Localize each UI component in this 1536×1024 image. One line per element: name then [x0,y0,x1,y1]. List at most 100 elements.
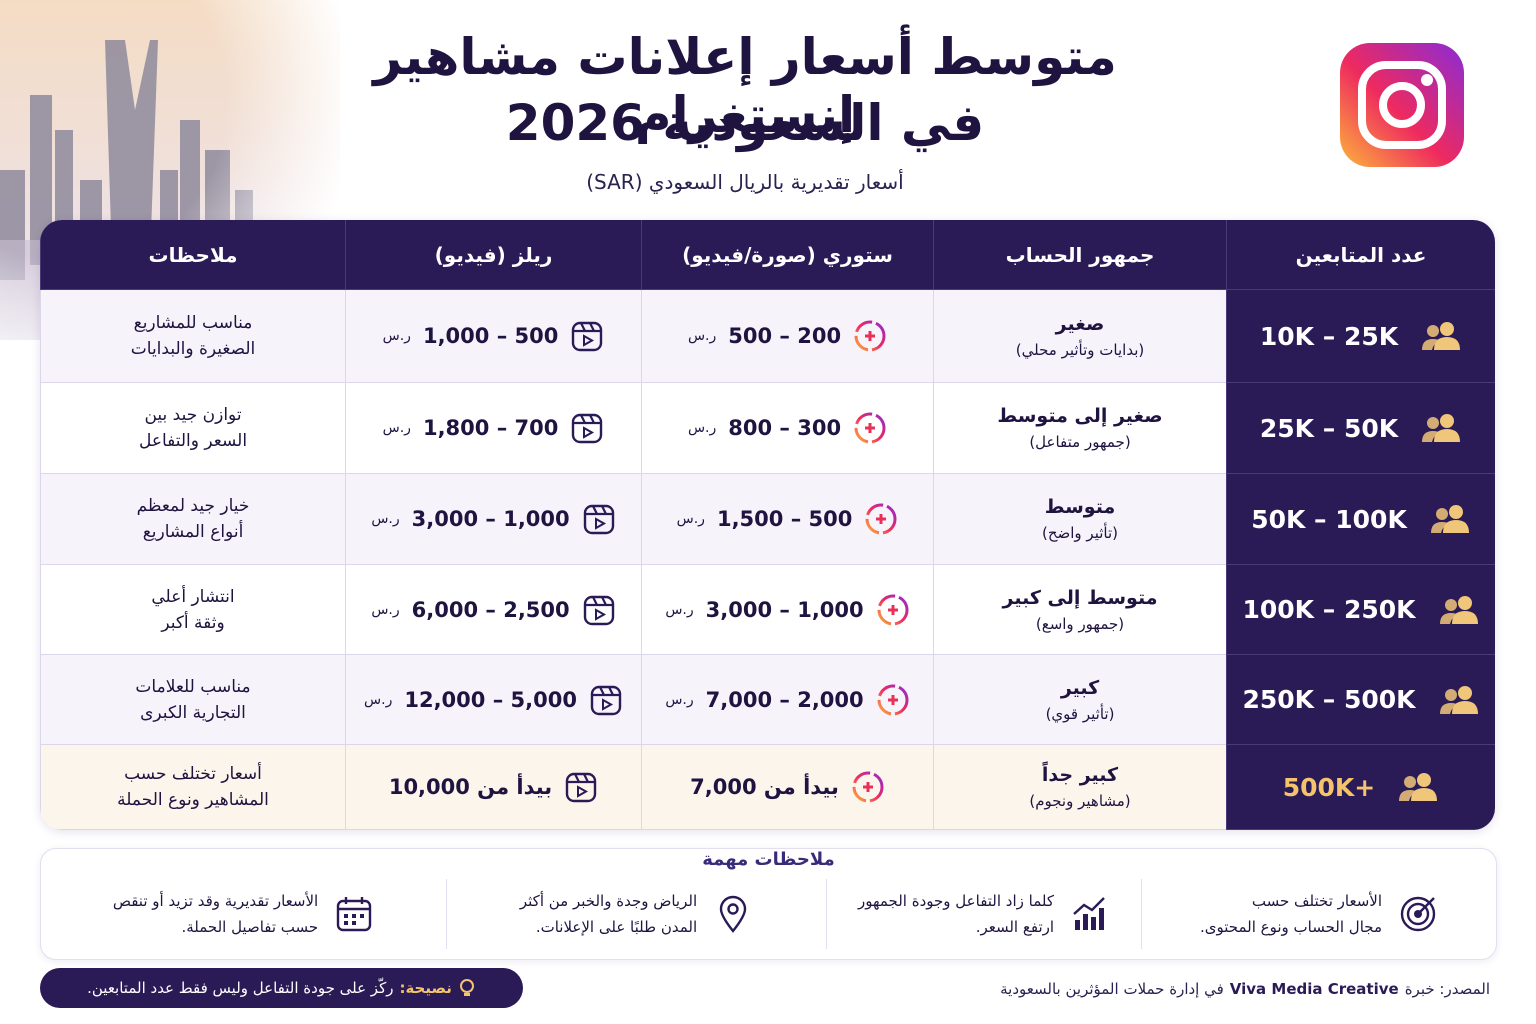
row-note: السعر والتفاعل [138,431,248,451]
reels-icon [582,593,616,627]
table-cell: بيدأ من 7,000 [641,745,933,830]
note-text: الرياض وجدة والخبر من أكثر المدن طلبًا عل… [520,892,697,936]
currency: ر.س [382,420,411,436]
followers: 25K – 50K [1259,413,1399,443]
note-line: الأسعار تختلف حسب [1251,892,1382,910]
column-header: ملاحظات [148,242,238,267]
story-price: 300 – 800 [728,416,842,440]
people-icon [1429,503,1471,535]
column-header: جمهور الحساب [1005,242,1155,267]
note-item: الرياض وجدة والخبر من أكثر المدن طلبًا عل… [446,879,826,949]
table-cell: بيدأ من 10,000 [345,745,641,830]
table-cell: 2,000 – 7,000 ر.س [641,655,933,745]
story-price: 500 – 1,500 [716,507,853,531]
row-note: أنواع المشاريع [142,522,244,542]
table-cell: صغير إلى متوسط (جمهور متفاعل) [933,383,1226,474]
table-cell: 2,500 – 6,000 ر.س [345,565,641,655]
reels-icon [570,319,604,353]
story-price: بيدأ من 7,000 [690,775,839,799]
row-note: مناسب للعلامات [135,676,251,697]
row-note: المشاهير ونوع الحملة [117,790,269,810]
note-icon [334,894,374,934]
currency: ر.س [371,511,400,527]
source-prefix: المصدر: خبرة [1404,980,1490,998]
people-icon [1438,594,1480,626]
table-cell: 500 – 1,000 ر.س [345,290,641,383]
followers: 100K – 250K [1242,595,1416,624]
followers: 250K – 500K [1242,685,1416,714]
followers: 10K – 25K [1259,321,1399,351]
reels-price: 700 – 1,800 [422,416,559,440]
reels-icon [570,411,604,445]
column-header: عدد المتابعين [1295,242,1427,267]
story-icon [864,502,898,536]
table-cell: مناسب للمشاريع الصغيرة والبدايات [40,290,345,383]
audience-note: (تأثير واضح) [1041,524,1119,542]
row-note: التجارية الكبرى [140,702,246,723]
story-price: 200 – 500 [728,324,842,348]
currency: ر.س [382,328,411,344]
table-cell: متوسط إلى كبير (جمهور واسع) [933,565,1226,655]
story-icon [851,770,885,804]
table-cell: متوسط (تأثير واضح) [933,474,1226,565]
story-icon [876,683,910,717]
followers: 500K+ [1282,772,1376,802]
audience: متوسط [1044,496,1116,518]
audience-note: (جمهور متفاعل) [1029,433,1131,451]
note-text: الأسعار تختلف حسب مجال الحساب ونوع المحتو… [1200,892,1382,936]
table-cell: مناسب للعلامات التجارية الكبرى [40,655,345,745]
price-table: عدد المتابعين جمهور الحساب ستوري (صورة/فيد… [40,220,1495,830]
people-icon [1397,771,1439,803]
source-suffix: في إدارة حملات المؤثرين بالسعودية [1000,980,1224,998]
row-note: انتشار أعلي [151,586,235,607]
note-line: ارتفع السعر. [975,918,1055,936]
audience: صغير إلى متوسط [997,405,1163,427]
audience: صغير [1055,313,1105,335]
table-cell: كبير (تأثير قوي) [933,655,1226,745]
table-cell: 5,000 – 12,000 ر.س [345,655,641,745]
table-cell: 1,000 – 3,000 ر.س [345,474,641,565]
column-header: ستوري (صورة/فيديو) [682,242,893,267]
table-cell: عدد المتابعين [1226,220,1495,290]
table-cell: جمهور الحساب [933,220,1226,290]
table-cell: 50K – 100K [1226,474,1495,565]
audience-note: (بدايات وتأثير محلي) [1015,341,1145,359]
note-icon [1070,894,1110,934]
table-cell: 500 – 1,500 ر.س [641,474,933,565]
bulb-icon [459,979,474,996]
audience: متوسط إلى كبير [1002,586,1158,609]
note-icon [713,894,753,934]
reels-price: 500 – 1,000 [422,324,559,348]
audience-note: (مشاهير ونجوم) [1029,792,1131,810]
source-brand: Viva Media Creative [1229,980,1399,998]
row-note: أسعار تختلف حسب [124,764,262,784]
table-cell: 25K – 50K [1226,383,1495,474]
row-note: وثقة أكبر [161,612,225,633]
table-cell: ستوري (صورة/فيديو) [641,220,933,290]
currency: ر.س [687,328,717,344]
people-icon [1420,412,1462,444]
table-cell: 500K+ [1226,745,1495,830]
story-icon [876,593,910,627]
reels-price: 5,000 – 12,000 [404,687,577,712]
table-cell: 250K – 500K [1226,655,1495,745]
table-cell: أسعار تختلف حسب المشاهير ونوع الحملة [40,745,345,830]
reels-icon [564,770,598,804]
column-header: ريلز (فيديو) [434,242,553,267]
audience: كبير جداً [1041,764,1119,786]
row-note: توازن جيد بين [144,405,242,425]
currency: ر.س [371,601,400,618]
table-cell: خيار جيد لمعظم أنواع المشاريع [40,474,345,565]
note-line: الرياض وجدة والخبر من أكثر [519,892,698,910]
reels-price: 2,500 – 6,000 [411,597,570,622]
note-icon [1398,894,1438,934]
reels-price: بيدأ من 10,000 [388,775,553,799]
audience: كبير [1060,676,1100,699]
source: المصدر: خبرة Viva Media Creative في إدار… [900,980,1490,998]
people-icon [1420,320,1462,352]
note-text: كلما زاد التفاعل وجودة الجمهور ارتفع السع… [858,892,1054,936]
title-line-1: متوسط أسعار إعلانات مشاهير إنستغرام [373,28,1117,144]
table-cell: توازن جيد بين السعر والتفاعل [40,383,345,474]
table-cell: كبير جداً (مشاهير ونجوم) [933,745,1226,830]
